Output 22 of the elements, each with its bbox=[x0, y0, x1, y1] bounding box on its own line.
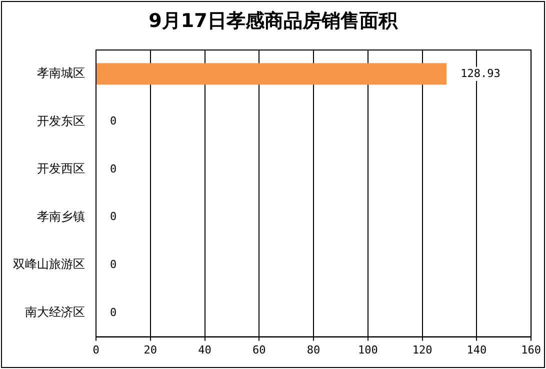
x-tick-label: 100 bbox=[358, 343, 378, 356]
x-tick-label: 20 bbox=[144, 343, 158, 356]
x-tick-label: 0 bbox=[92, 343, 100, 356]
x-tick-label: 40 bbox=[198, 343, 212, 356]
data-label: 0 bbox=[110, 306, 117, 319]
data-label: 0 bbox=[110, 162, 117, 176]
y-tick-label: 孝南城区 bbox=[37, 66, 85, 80]
x-tick-label: 120 bbox=[412, 343, 432, 356]
y-tick-label: 开发东区 bbox=[37, 114, 85, 128]
y-tick-label: 孝南乡镇 bbox=[37, 209, 85, 224]
y-tick-label: 双峰山旅游区 bbox=[13, 257, 85, 272]
x-tick-label: 80 bbox=[306, 343, 320, 356]
data-label: 0 bbox=[110, 210, 117, 224]
chart-title: 9月17日孝感商品房销售面积 bbox=[148, 9, 399, 34]
data-label: 0 bbox=[110, 258, 117, 271]
x-tick-label: 140 bbox=[466, 343, 487, 356]
data-label: 128.93 bbox=[460, 66, 500, 80]
y-tick-label: 开发西区 bbox=[37, 162, 85, 176]
x-tick-label: 60 bbox=[252, 343, 266, 356]
y-tick-label: 南大经济区 bbox=[25, 305, 85, 320]
data-label: 0 bbox=[110, 114, 117, 128]
x-tick-label: 160 bbox=[521, 343, 542, 356]
